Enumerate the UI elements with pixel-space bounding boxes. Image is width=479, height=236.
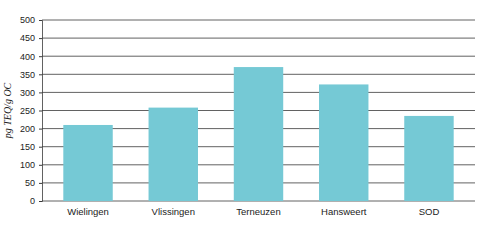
y-tick: 0: [30, 196, 42, 206]
y-tick-label: 350: [20, 70, 35, 80]
x-axis: Wielingen Vlissingen Terneuzen Hansweert SOD: [67, 206, 439, 217]
x-tick: Vlissingen: [152, 206, 195, 217]
y-tick-mark: [39, 56, 42, 57]
plot-area: 0 50 100 150 200 250 300 350 400 450 500 Wielingen V…: [20, 15, 475, 216]
y-tick: 100: [20, 160, 42, 170]
y-tick: 150: [20, 142, 42, 152]
y-tick: 450: [20, 33, 42, 43]
bars: [63, 67, 453, 201]
y-tick-mark: [39, 92, 42, 93]
y-tick-mark: [39, 20, 42, 21]
x-tick: SOD: [419, 206, 440, 217]
y-tick-mark: [39, 74, 42, 75]
y-tick-mark: [39, 129, 42, 130]
y-tick-mark: [39, 183, 42, 184]
y-tick-label: 150: [20, 142, 35, 152]
bar: [404, 116, 453, 201]
y-tick: 50: [25, 178, 42, 188]
y-tick-label: 500: [20, 15, 35, 25]
y-tick: 400: [20, 52, 42, 62]
grid-line: [42, 56, 475, 57]
x-tick-label: Wielingen: [67, 206, 109, 217]
x-tick: Terneuzen: [236, 206, 280, 217]
y-tick: 300: [20, 88, 42, 98]
y-tick-label: 400: [20, 52, 35, 62]
y-tick: 250: [20, 106, 42, 116]
y-tick-mark: [39, 111, 42, 112]
chart: 0 50 100 150 200 250 300 350 400 450 500 Wielingen V…: [0, 0, 479, 236]
bar: [319, 84, 368, 201]
bar: [234, 67, 283, 201]
y-tick: 200: [20, 124, 42, 134]
y-tick-mark: [39, 147, 42, 148]
y-tick-label: 450: [20, 33, 35, 43]
y-axis: 0 50 100 150 200 250 300 350 400 450 500: [20, 15, 43, 206]
y-tick: 500: [20, 15, 42, 25]
x-tick: Hansweert: [321, 206, 367, 217]
y-tick-label: 200: [20, 124, 35, 134]
bar: [63, 125, 112, 201]
y-axis-line: [39, 21, 43, 202]
y-tick-mark: [39, 38, 42, 39]
grid: [42, 20, 475, 201]
x-tick: Wielingen: [67, 206, 109, 217]
y-tick-label: 300: [20, 88, 35, 98]
y-tick-mark: [39, 165, 42, 166]
y-tick: 350: [20, 70, 42, 80]
x-tick-label: Hansweert: [321, 206, 367, 217]
y-tick-label: 50: [25, 178, 35, 188]
x-tick-label: SOD: [419, 206, 440, 217]
y-tick-label: 0: [30, 196, 35, 206]
bar: [149, 108, 198, 201]
x-tick-label: Vlissingen: [152, 206, 195, 217]
y-tick-mark: [39, 201, 42, 202]
grid-line: [42, 38, 475, 39]
grid-line: [42, 20, 475, 21]
y-axis-title: pg TEQ/g OC: [2, 82, 13, 139]
y-tick-label: 250: [20, 106, 35, 116]
y-tick-label: 100: [20, 160, 35, 170]
x-tick-label: Terneuzen: [236, 206, 280, 217]
